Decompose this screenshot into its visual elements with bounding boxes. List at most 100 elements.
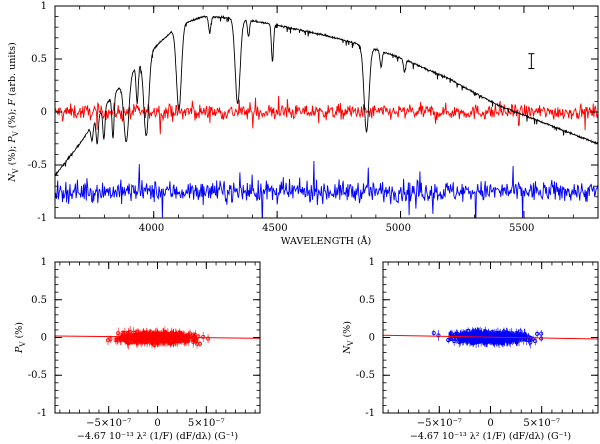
pv-spectrum-line: [55, 95, 598, 135]
pv-scatter-panel: -1 -0.5 0 0.5 1 −5×10⁻⁷ 0 5×10⁻⁷ −4.67 1…: [14, 257, 261, 442]
pv-data-point: [187, 331, 192, 336]
pv-fit-line: [54, 335, 261, 339]
pv-data-point: [129, 340, 134, 345]
pv-data-point: [196, 334, 201, 339]
spectrum-x-tick-label: 5000: [386, 223, 411, 234]
nv-data-point: [533, 339, 538, 344]
nv-data-point: [458, 333, 463, 338]
nv-y-tick-label: -1: [365, 408, 375, 419]
nv-data-point: [539, 331, 544, 336]
nv-y-tick-label: 0: [369, 333, 375, 344]
pv-data-point: [168, 338, 173, 343]
nv-x-tick-label: 0: [487, 418, 493, 429]
pv-data-point: [148, 334, 153, 339]
nv-y-tick-label: 0.5: [359, 295, 375, 306]
pv-data-point: [155, 339, 160, 344]
nv-data-point: [478, 334, 483, 339]
spectrum-y-tick-label: -1: [37, 213, 47, 224]
spectrum-y-tick-label: -0.5: [28, 160, 47, 171]
spectrum-series-group: [55, 14, 598, 218]
nv-data-point: [471, 329, 476, 334]
pv-data-point: [193, 338, 198, 343]
spectrum-y-tick-label: 0: [41, 107, 47, 118]
nv-scatter-panel: -1 -0.5 0 0.5 1 −5×10⁻⁷ 0 5×10⁻⁷ −4.67 1…: [342, 257, 599, 442]
nv-data-point: [471, 339, 476, 344]
nv-plot-area: [382, 326, 599, 349]
pv-data-point: [201, 334, 206, 339]
spectrum-x-tick-label: 4000: [139, 223, 164, 234]
nv-data-point: [448, 331, 453, 336]
spectrum-y-tick-label: 0.5: [31, 54, 47, 65]
nv-ticks: [383, 261, 598, 414]
nv-y-tick-label: -0.5: [356, 370, 375, 381]
pv-y-tick-label: 0.5: [31, 295, 47, 306]
spectrum-x-axis-title: WAVELENGTH (Å): [281, 235, 372, 247]
pv-data-point: [144, 334, 149, 339]
nv-y-axis-title: NV (%): [342, 321, 355, 355]
nv-data-point: [474, 332, 479, 337]
nv-fit-line: [382, 334, 599, 340]
nv-data-point: [431, 330, 436, 335]
pv-data-point: [184, 338, 189, 343]
nv-data-point: [535, 331, 540, 336]
pv-data-point: [142, 340, 147, 345]
nv-data-point: [484, 340, 489, 345]
pv-data-point: [114, 337, 119, 342]
nv-data-point: [498, 334, 503, 339]
nv-data-point: [488, 332, 493, 337]
nv-data-point: [497, 331, 502, 336]
nv-data-point: [503, 332, 508, 337]
nv-data-point: [518, 329, 523, 334]
nv-data-point: [476, 339, 481, 344]
nv-y-tick-label: 1: [369, 257, 375, 268]
pv-data-point: [162, 329, 167, 334]
nv-x-axis-title: −4.67 10⁻¹³ λ² (1/F) (dF/dλ) (G⁻¹): [410, 431, 571, 442]
pv-data-point: [152, 343, 157, 348]
nv-data-point: [500, 334, 505, 339]
nv-data-point: [508, 340, 513, 345]
pv-data-point: [149, 340, 154, 345]
nv-data-point: [471, 341, 476, 346]
nv-x-tick-label: 5×10⁻⁷: [523, 418, 560, 429]
pv-plot-area: [54, 325, 261, 350]
pv-x-tick-label: −5×10⁻⁷: [86, 418, 131, 429]
pv-data-point: [108, 337, 113, 342]
pv-data-point: [128, 329, 133, 334]
pv-data-point: [178, 337, 183, 342]
nv-data-point: [528, 340, 533, 345]
spectrum-x-tick-label: 5500: [509, 223, 534, 234]
pv-data-point: [118, 337, 123, 342]
pv-data-point: [169, 330, 174, 335]
pv-y-axis-title: PV (%): [14, 322, 27, 354]
pv-y-tick-label: 0: [41, 333, 47, 344]
nv-data-point: [515, 337, 520, 342]
nv-data-point: [496, 338, 501, 343]
pv-x-tick-label: 0: [154, 418, 160, 429]
spectrum-panel: -1 -0.5 0 0.5 1 4000 4500 5000 5500 WAVE…: [7, 1, 599, 247]
nv-data-point: [464, 338, 469, 343]
pv-y-tick-label: -0.5: [28, 370, 47, 381]
pv-data-point: [124, 333, 129, 338]
pv-y-tick-label: 1: [41, 257, 47, 268]
nv-data-point: [446, 338, 451, 343]
nv-data-point: [485, 334, 490, 339]
nv-data-point: [454, 331, 459, 336]
nv-spectrum-line: [55, 160, 598, 218]
nv-data-point: [436, 333, 441, 338]
pv-data-point: [206, 336, 211, 341]
spectrum-x-tick-label: 4500: [262, 223, 287, 234]
nv-data-point: [452, 339, 457, 344]
spectrum-plot-area: [55, 14, 598, 218]
pv-data-point: [125, 340, 130, 345]
pv-data-point: [116, 331, 121, 336]
nv-data-point: [501, 339, 506, 344]
flux-spectrum-line: [55, 14, 598, 177]
nv-data-point: [481, 338, 486, 343]
pv-data-point: [134, 338, 139, 343]
pv-x-tick-label: 5×10⁻⁷: [188, 418, 225, 429]
pv-y-tick-label: -1: [37, 408, 47, 419]
spectrum-ticks: [54, 5, 599, 219]
pv-x-axis-title: −4.67 10⁻¹³ λ² (1/F) (dF/dλ) (G⁻¹): [77, 431, 238, 442]
nv-data-point: [449, 335, 454, 340]
